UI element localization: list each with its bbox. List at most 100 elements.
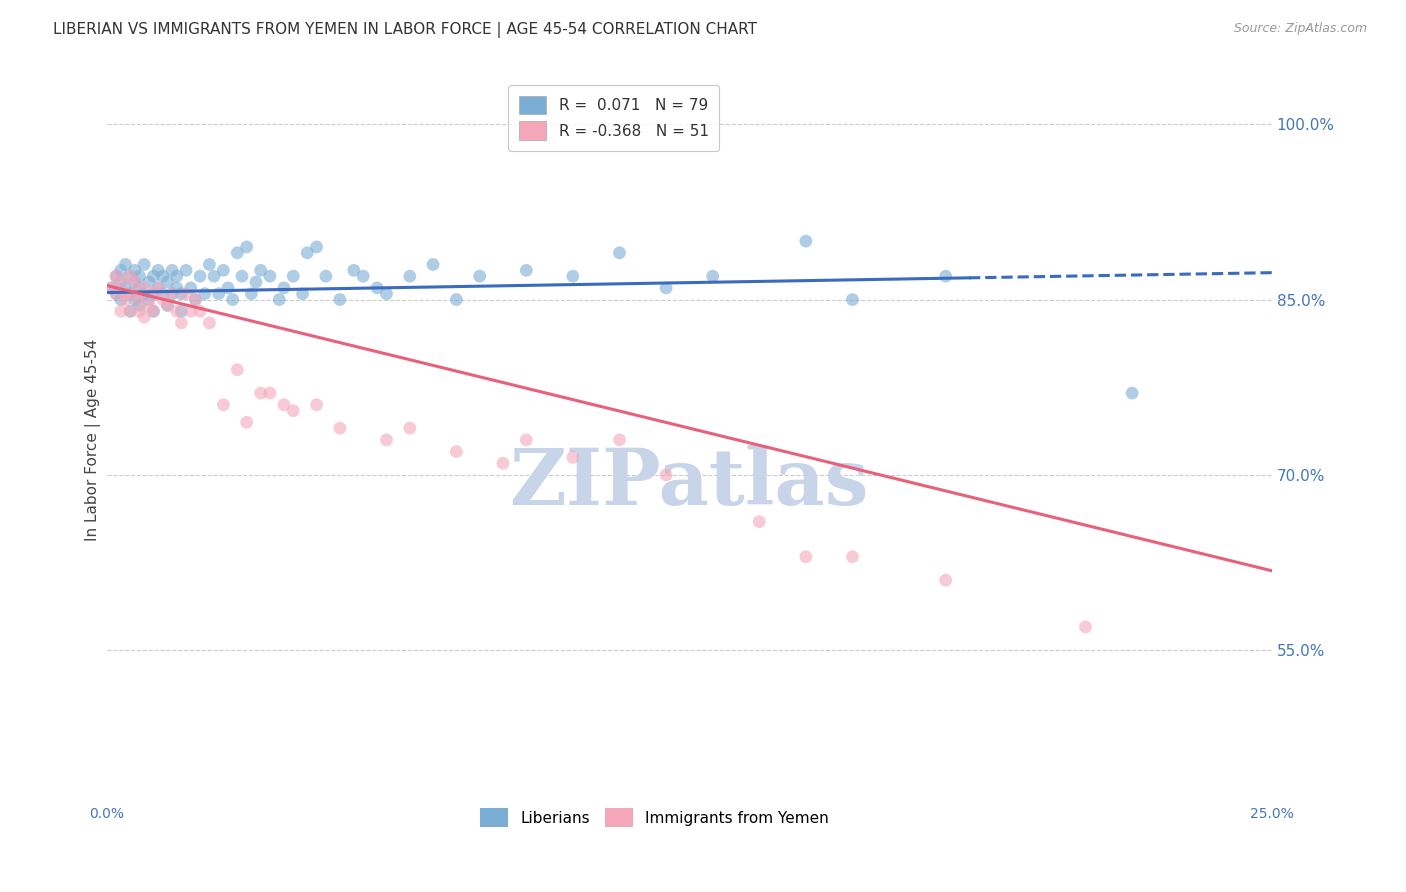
Point xyxy=(269,293,291,307)
Point xyxy=(160,263,183,277)
Point xyxy=(156,298,179,312)
Point xyxy=(935,573,957,587)
Point xyxy=(120,269,142,284)
Point xyxy=(935,269,957,284)
Point xyxy=(120,286,142,301)
Point xyxy=(146,263,169,277)
Point xyxy=(134,258,156,272)
Point xyxy=(609,433,631,447)
Point xyxy=(138,293,160,307)
Point xyxy=(609,245,631,260)
Point xyxy=(124,275,146,289)
Point xyxy=(114,258,136,272)
Point xyxy=(446,444,468,458)
Point xyxy=(110,263,132,277)
Point xyxy=(114,293,136,307)
Point xyxy=(194,286,217,301)
Point xyxy=(146,281,169,295)
Point xyxy=(515,433,537,447)
Point xyxy=(515,263,537,277)
Point xyxy=(198,316,221,330)
Point xyxy=(235,240,257,254)
Point xyxy=(128,281,150,295)
Point xyxy=(128,293,150,307)
Point xyxy=(110,293,132,307)
Point xyxy=(124,275,146,289)
Point xyxy=(273,398,295,412)
Point xyxy=(1074,620,1097,634)
Point xyxy=(142,304,165,318)
Point xyxy=(105,286,128,301)
Point xyxy=(184,293,207,307)
Point xyxy=(134,286,156,301)
Point xyxy=(841,549,863,564)
Point xyxy=(180,304,202,318)
Point xyxy=(561,269,583,284)
Point xyxy=(124,293,146,307)
Point xyxy=(702,269,724,284)
Point xyxy=(170,286,193,301)
Point xyxy=(105,269,128,284)
Point xyxy=(398,421,420,435)
Point xyxy=(166,269,188,284)
Point xyxy=(170,316,193,330)
Point xyxy=(160,286,183,301)
Point xyxy=(142,286,165,301)
Point xyxy=(124,263,146,277)
Point xyxy=(1121,386,1143,401)
Point xyxy=(156,275,179,289)
Point xyxy=(128,298,150,312)
Point xyxy=(375,433,398,447)
Point xyxy=(655,467,678,482)
Point xyxy=(297,245,319,260)
Point xyxy=(329,293,352,307)
Point xyxy=(212,398,235,412)
Point xyxy=(259,386,281,401)
Point xyxy=(561,450,583,465)
Point xyxy=(128,269,150,284)
Point xyxy=(245,275,267,289)
Point xyxy=(468,269,491,284)
Text: ZIPatlas: ZIPatlas xyxy=(509,445,869,521)
Point xyxy=(352,269,374,284)
Point xyxy=(128,304,150,318)
Point xyxy=(184,293,207,307)
Point xyxy=(110,275,132,289)
Point xyxy=(202,269,225,284)
Point xyxy=(283,403,305,417)
Point xyxy=(188,269,211,284)
Point xyxy=(343,263,366,277)
Text: Source: ZipAtlas.com: Source: ZipAtlas.com xyxy=(1233,22,1367,36)
Point xyxy=(134,281,156,295)
Point xyxy=(105,269,128,284)
Point xyxy=(208,286,231,301)
Point xyxy=(198,258,221,272)
Point xyxy=(166,281,188,295)
Point xyxy=(166,304,188,318)
Point xyxy=(221,293,243,307)
Point xyxy=(226,245,249,260)
Point xyxy=(305,240,328,254)
Point xyxy=(142,304,165,318)
Point xyxy=(170,304,193,318)
Point xyxy=(114,281,136,295)
Point xyxy=(110,275,132,289)
Point xyxy=(105,286,128,301)
Point xyxy=(124,286,146,301)
Point xyxy=(174,286,197,301)
Point xyxy=(134,310,156,324)
Point xyxy=(142,269,165,284)
Point xyxy=(273,281,295,295)
Point xyxy=(398,269,420,284)
Point xyxy=(841,293,863,307)
Point xyxy=(120,304,142,318)
Point xyxy=(329,421,352,435)
Point xyxy=(249,263,271,277)
Point xyxy=(366,281,388,295)
Point xyxy=(100,281,122,295)
Point xyxy=(156,298,179,312)
Point xyxy=(146,281,169,295)
Point xyxy=(138,275,160,289)
Point xyxy=(114,286,136,301)
Point xyxy=(212,263,235,277)
